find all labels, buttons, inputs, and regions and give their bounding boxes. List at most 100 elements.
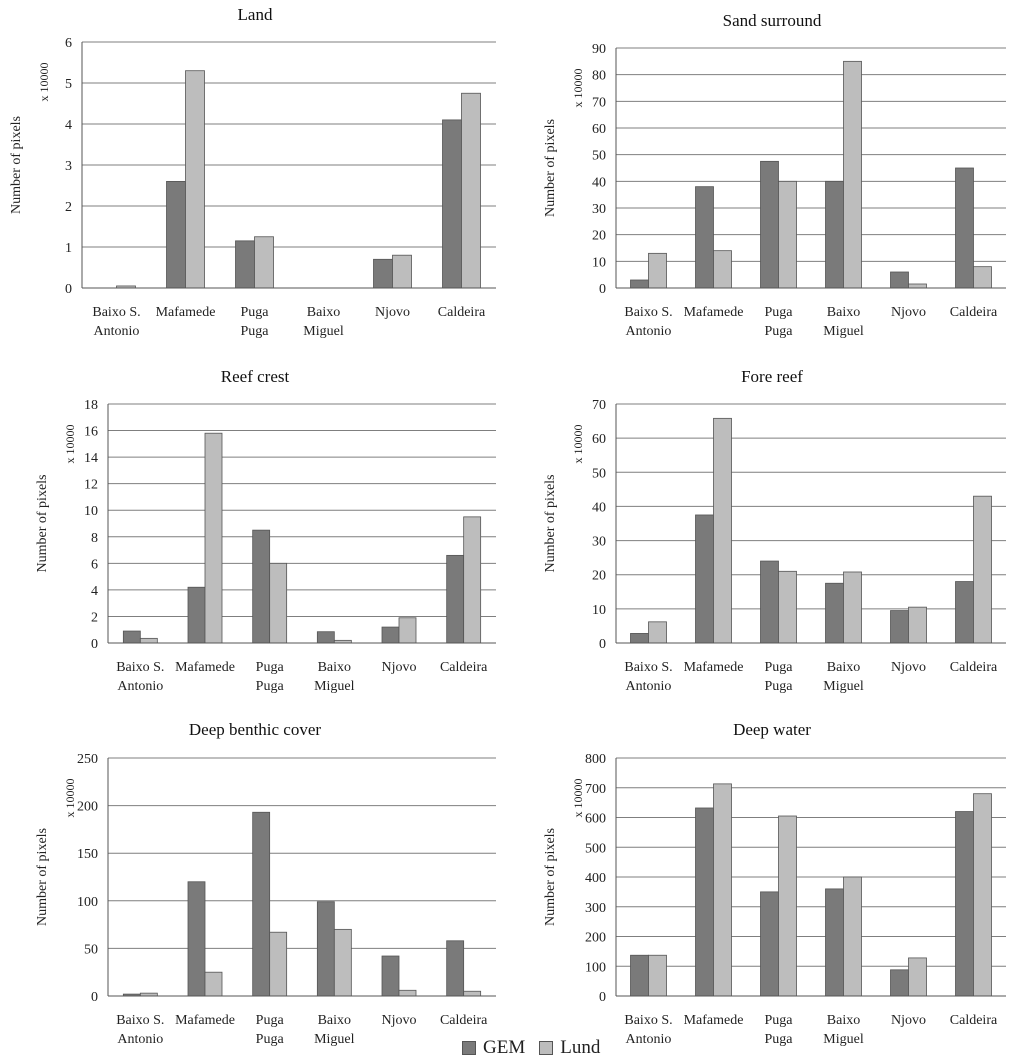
reef-crest-ytick-label: 6	[91, 557, 98, 572]
deep-water-bar-lund-puga-puga	[778, 815, 797, 997]
reef-crest-bar-lund-mafamede	[204, 432, 223, 644]
deep-water-bar-lund-baixo-miguel	[843, 876, 862, 997]
deep-water-ytick-label: 600	[585, 812, 606, 827]
deep-water-bar-gem-baixo-miguel	[825, 888, 844, 997]
deep-benthic-cover-bar-lund-njovo	[398, 989, 417, 997]
deep-benthic-cover-bar-gem-puga-puga	[252, 811, 271, 997]
land-xtick-label: Baixo	[307, 305, 340, 320]
deep-water-ytick-label: 400	[585, 871, 606, 886]
sand-surround-bar-gem-baixo-s-antonio	[630, 279, 649, 289]
deep-benthic-cover-ytick-label: 200	[77, 800, 98, 815]
reef-crest-ytick-label: 18	[84, 398, 98, 413]
land-ytick-label: 4	[65, 118, 72, 133]
deep-benthic-cover-ytick-label: 250	[77, 752, 98, 767]
reef-crest-bar-gem-baixo-miguel	[316, 631, 335, 644]
sand-surround-ytick-label: 80	[592, 69, 606, 84]
fore-reef-ylabel: Number of pixels	[543, 475, 558, 573]
land-bar-lund-caldeira	[461, 92, 481, 289]
deep-water-xtick-label: Mafamede	[684, 1013, 744, 1028]
fore-reef-ytick-label: 20	[592, 569, 606, 584]
land-ytick-label: 0	[65, 282, 72, 297]
deep-water-bar-lund-caldeira	[973, 793, 992, 997]
land-ytick-label: 5	[65, 77, 72, 92]
reef-crest-xtick-label: Mafamede	[175, 660, 235, 675]
deep-water-bar-gem-mafamede	[695, 807, 714, 997]
fore-reef-bar-gem-caldeira	[955, 581, 974, 644]
deep-benthic-cover-ytick-label: 50	[84, 942, 98, 957]
fore-reef-xtick-label: Puga	[765, 660, 794, 675]
deep-benthic-cover-xtick-label: Miguel	[314, 1032, 355, 1047]
deep-benthic-cover-xtick-label: Puga	[256, 1013, 285, 1028]
deep-water-xtick-label: Antonio	[626, 1032, 672, 1047]
land-title: Land	[238, 5, 273, 24]
deep-benthic-cover-xtick-label: Baixo S.	[116, 1013, 164, 1028]
deep-water-ytick-label: 200	[585, 931, 606, 946]
reef-crest-xtick-label: Njovo	[382, 660, 417, 675]
reef-crest-ytick-label: 14	[84, 451, 98, 466]
deep-water-xtick-label: Njovo	[891, 1013, 926, 1028]
sand-surround-bar-lund-baixo-miguel	[843, 60, 862, 289]
reef-crest-bar-lund-baixo-s-antonio	[139, 637, 158, 644]
reef-crest-ytick-label: 12	[84, 478, 98, 493]
fore-reef-ytick-label: 40	[592, 500, 606, 515]
sand-surround-ytick-label: 70	[592, 95, 606, 110]
fore-reef-bar-lund-baixo-miguel	[843, 571, 862, 644]
reef-crest-xtick-label: Caldeira	[440, 660, 488, 675]
land-bar-lund-puga-puga	[254, 236, 274, 289]
land-ytick-label: 2	[65, 200, 72, 215]
fore-reef-bar-gem-baixo-miguel	[825, 582, 844, 644]
fore-reef-xtick-label: Njovo	[891, 660, 926, 675]
fore-reef-xtick-label: Puga	[765, 679, 794, 694]
deep-benthic-cover-bar-gem-njovo	[381, 955, 400, 997]
fore-reef-xtick-label: Baixo S.	[624, 660, 672, 675]
sand-surround-bar-gem-baixo-miguel	[825, 180, 844, 289]
reef-crest-xtick-label: Puga	[256, 679, 285, 694]
deep-benthic-cover-bar-gem-mafamede	[187, 881, 206, 997]
deep-benthic-cover-ytick-label: 0	[91, 990, 98, 1005]
deep-benthic-cover-ytick-label: 100	[77, 895, 98, 910]
sand-surround-xtick-label: Baixo	[827, 305, 860, 320]
land-xtick-label: Puga	[241, 324, 270, 339]
sand-surround-xtick-label: Antonio	[626, 324, 672, 339]
reef-crest-ylabel: Number of pixels	[35, 475, 50, 573]
sand-surround-xtick-label: Puga	[765, 305, 794, 320]
legend-swatch-gem	[462, 1041, 476, 1055]
fore-reef-bar-gem-baixo-s-antonio	[630, 633, 649, 644]
land-ytick-label: 6	[65, 36, 72, 51]
deep-benthic-cover-multiplier: x 10000	[63, 779, 77, 818]
legend-swatch-lund	[539, 1041, 554, 1055]
sand-surround-bar-gem-njovo	[890, 271, 909, 289]
fore-reef-ytick-label: 30	[592, 535, 606, 550]
fore-reef-xtick-label: Mafamede	[684, 660, 744, 675]
deep-benthic-cover-xtick-label: Caldeira	[440, 1013, 488, 1028]
land-bar-gem-mafamede	[166, 180, 186, 289]
land-xtick-label: Baixo S.	[92, 305, 140, 320]
land-xtick-label: Mafamede	[156, 305, 216, 320]
deep-water-bar-gem-caldeira	[955, 811, 974, 997]
deep-water-title: Deep water	[733, 720, 811, 739]
land-ylabel: Number of pixels	[9, 116, 24, 214]
land-xtick-label: Njovo	[375, 305, 410, 320]
fore-reef-bar-gem-puga-puga	[760, 560, 779, 644]
fore-reef-xtick-label: Baixo	[827, 660, 860, 675]
fore-reef-ytick-label: 0	[599, 637, 606, 652]
deep-benthic-cover-xtick-label: Baixo	[318, 1013, 351, 1028]
deep-water-ytick-label: 100	[585, 960, 606, 975]
fore-reef-bar-lund-mafamede	[713, 417, 732, 644]
deep-water-bar-lund-njovo	[908, 957, 927, 997]
fore-reef-bar-gem-mafamede	[695, 514, 714, 644]
deep-water-ytick-label: 500	[585, 841, 606, 856]
fore-reef-ytick-label: 60	[592, 432, 606, 447]
deep-benthic-cover-bar-lund-puga-puga	[269, 931, 288, 997]
deep-water-bar-gem-puga-puga	[760, 891, 779, 997]
reef-crest-xtick-label: Baixo	[318, 660, 351, 675]
deep-water-bar-lund-mafamede	[713, 783, 732, 997]
sand-surround-bar-lund-caldeira	[973, 266, 992, 289]
sand-surround-ytick-label: 90	[592, 42, 606, 57]
land-bar-gem-caldeira	[442, 119, 462, 289]
land-bar-gem-njovo	[373, 258, 393, 289]
deep-water-xtick-label: Puga	[765, 1032, 794, 1047]
land-xtick-label: Caldeira	[438, 305, 486, 320]
fore-reef-title: Fore reef	[741, 367, 803, 386]
fore-reef-bar-lund-puga-puga	[778, 570, 797, 644]
